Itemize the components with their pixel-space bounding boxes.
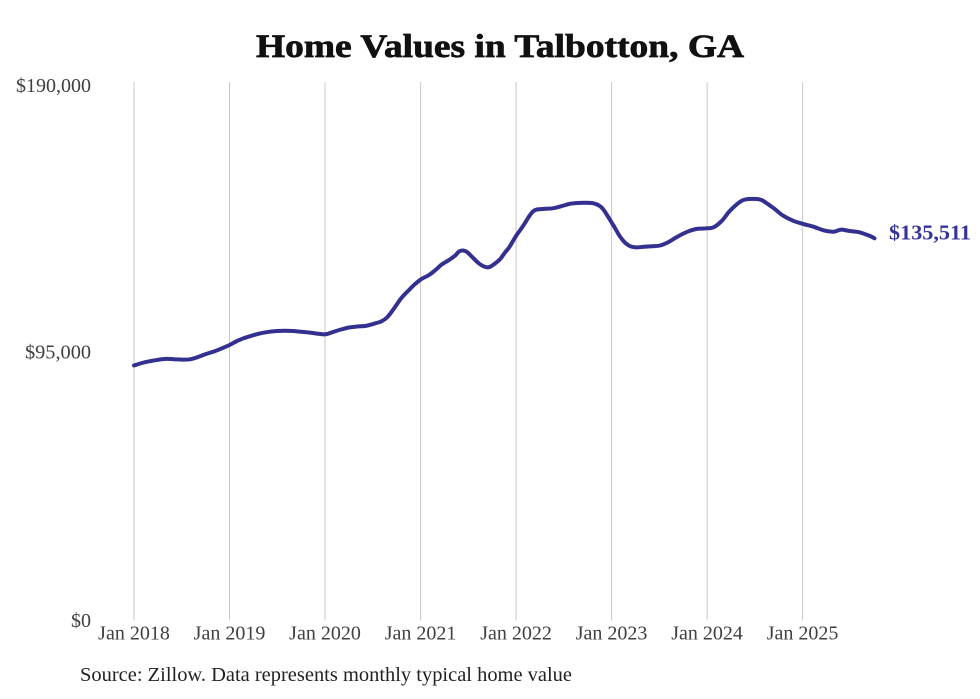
svg-text:$0: $0	[71, 610, 91, 632]
svg-text:Jan 2021: Jan 2021	[385, 623, 457, 645]
svg-text:Jan 2024: Jan 2024	[671, 623, 743, 645]
svg-text:$95,000: $95,000	[25, 342, 91, 364]
svg-text:Jan 2025: Jan 2025	[767, 623, 839, 645]
svg-text:Jan 2018: Jan 2018	[98, 623, 170, 645]
svg-text:Jan 2023: Jan 2023	[576, 623, 648, 645]
svg-text:Jan 2019: Jan 2019	[194, 623, 266, 645]
svg-text:Source: Zillow. Data represent: Source: Zillow. Data represents monthly …	[80, 664, 572, 686]
svg-text:$190,000: $190,000	[16, 75, 91, 97]
svg-text:Jan 2020: Jan 2020	[289, 623, 361, 645]
svg-text:Jan 2022: Jan 2022	[480, 623, 552, 645]
svg-text:Home Values in Talbotton, GA: Home Values in Talbotton, GA	[256, 29, 744, 65]
svg-text:$135,511: $135,511	[889, 221, 971, 245]
